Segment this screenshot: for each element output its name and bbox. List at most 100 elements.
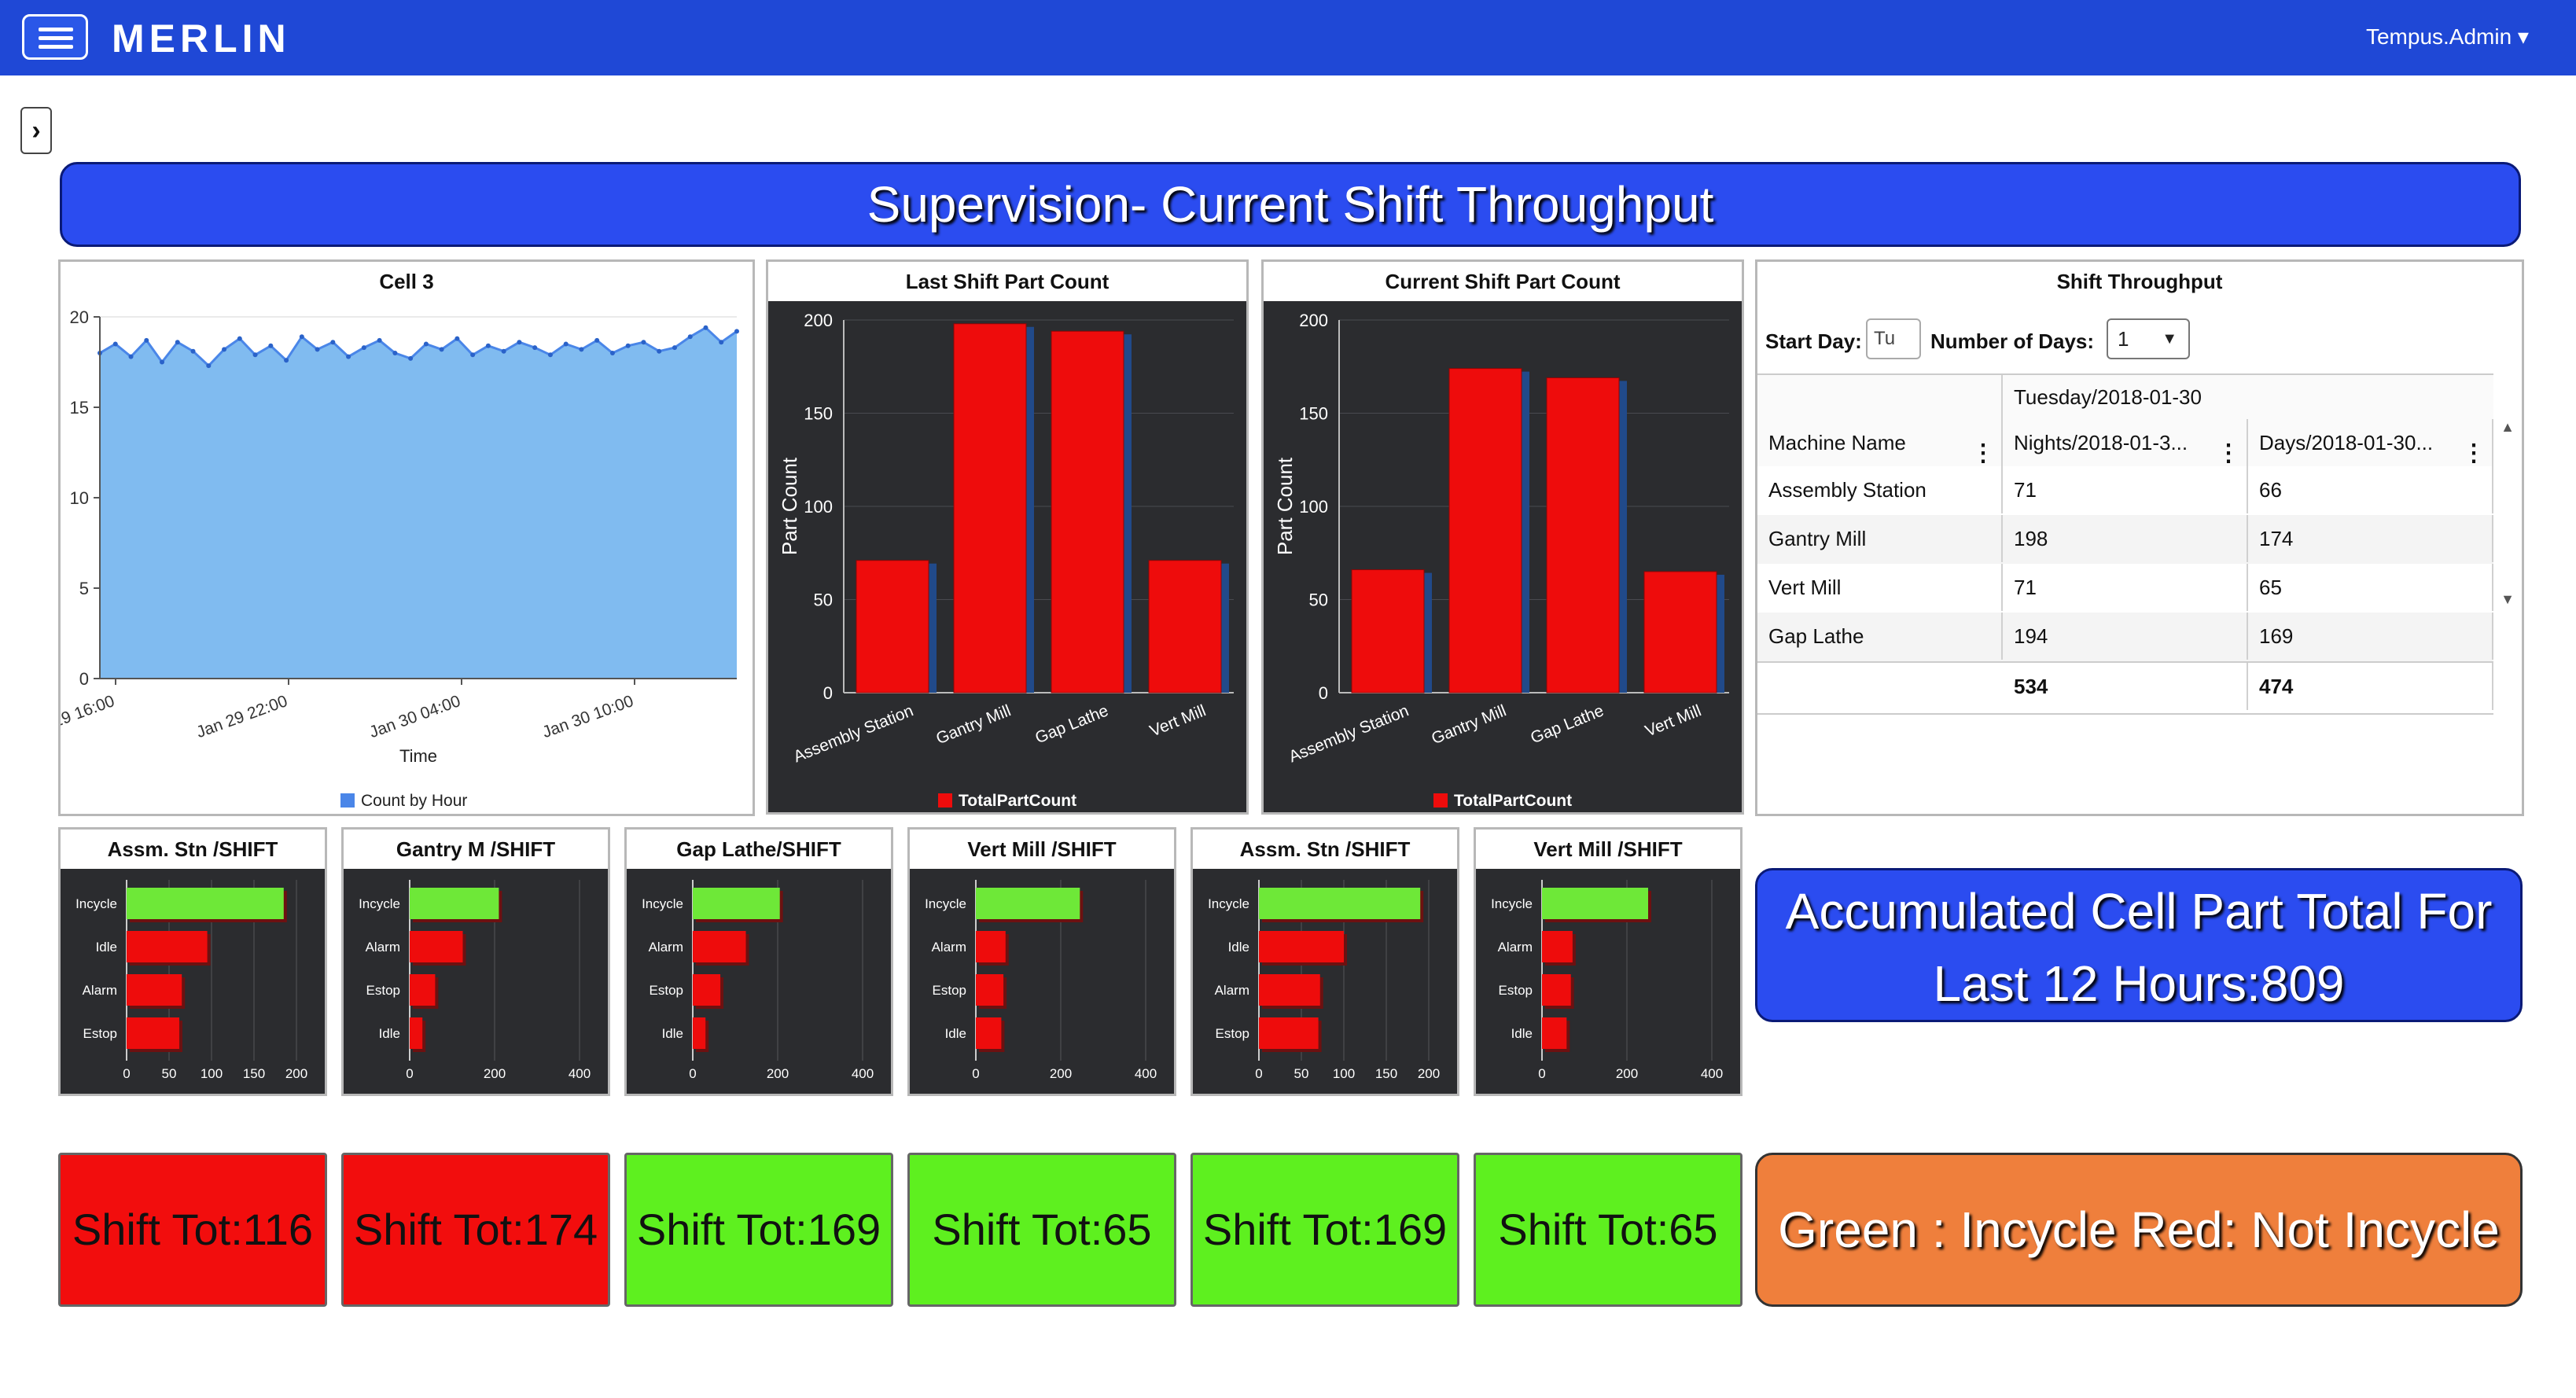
tick-label: 50 [1294, 1066, 1309, 1081]
cell3-line-chart: 0 5 10 15 20 29 16:00 Jan 29 22:00 Jan 30 04:00… [61, 307, 739, 810]
data-point [579, 347, 584, 352]
legend-swatch [340, 793, 355, 808]
tick-label: 50 [162, 1066, 177, 1081]
y-axis-label: Part Count [778, 457, 801, 555]
status-label: Alarm [649, 940, 683, 955]
y-tick-label: 0 [1319, 683, 1328, 703]
status-bar [1542, 1017, 1567, 1049]
x-tick-label: Jan 29 22:00 [194, 692, 290, 741]
category-label: Assembly Station [791, 701, 916, 766]
data-point [439, 347, 444, 352]
table-cell: Gantry Mill [1757, 515, 2003, 562]
table-cell: 169 [2248, 613, 2493, 660]
column-menu-icon[interactable]: ⋮ [2462, 440, 2486, 466]
data-point [672, 345, 677, 351]
shift-total-box: Shift Tot:169 [1190, 1153, 1459, 1307]
bar [953, 323, 1027, 693]
data-point [268, 343, 274, 348]
category-label: Vert Mill [1643, 701, 1704, 740]
status-bar [1542, 931, 1573, 962]
col-header-machine[interactable]: Machine Name ⋮ [1757, 419, 2003, 466]
column-menu-icon[interactable]: ⋮ [2217, 440, 2240, 466]
scroll-down-icon[interactable]: ▼ [2501, 591, 2515, 607]
status-label: Estop [933, 983, 966, 998]
x-axis-label: Time [399, 746, 437, 766]
status-bar [1542, 974, 1571, 1006]
data-point [423, 341, 429, 347]
bar [1448, 368, 1522, 693]
tick-label: 400 [569, 1066, 591, 1081]
start-day-input[interactable] [1866, 318, 1921, 359]
user-name[interactable]: Tempus.Admin [2365, 24, 2512, 49]
bar-side [1124, 334, 1132, 693]
y-axis-label: Part Count [1273, 457, 1297, 555]
status-label: Idle [379, 1026, 400, 1041]
tick-label: 200 [484, 1066, 506, 1081]
chevron-right-icon: › [31, 116, 41, 145]
hamburger-menu-button[interactable] [22, 14, 88, 60]
merlin-logo[interactable]: MERLIN [112, 17, 291, 61]
status-label: Alarm [366, 940, 400, 955]
table-row[interactable]: Gantry Mill 198 174 [1757, 515, 2493, 564]
status-chart-title: Vert Mill /SHIFT [910, 830, 1174, 869]
table-cell: Assembly Station [1757, 466, 2003, 513]
status-label: Estop [650, 983, 683, 998]
last-shift-bar-chart: 0 50 100 150 200 Part Count Assembly Station Ga… [778, 311, 1234, 810]
user-menu[interactable]: Tempus.Admin ▾ [2365, 24, 2529, 49]
bar-side [1717, 574, 1724, 693]
number-of-days-label: Number of Days: [1930, 329, 2095, 353]
status-label: Alarm [932, 940, 966, 955]
col-header-nights-label: Nights/2018-01-3... [2014, 431, 2188, 454]
status-chart-panel: Vert Mill /SHIFT 0 200 400 Incycle Alarm Estop… [1474, 827, 1742, 1096]
data-point [206, 363, 212, 369]
col-header-days[interactable]: Days/2018-01-30... ⋮ [2248, 419, 2493, 466]
status-label: Incycle [359, 896, 400, 911]
status-bar-chart: 0 50 100 150 200 Incycle Idle Alarm Estop [75, 880, 307, 1081]
y-tick-label: 0 [79, 669, 89, 689]
status-chart-panel: Vert Mill /SHIFT 0 200 400 Incycle Alarm Estop… [907, 827, 1176, 1096]
sidebar-expand-button[interactable]: › [20, 107, 52, 154]
number-of-days-select[interactable]: 1 ▼ [2107, 318, 2190, 359]
table-row[interactable]: Gap Lathe 194 169 [1757, 613, 2493, 661]
bar-side [929, 563, 937, 693]
tick-label: 150 [1375, 1066, 1397, 1081]
legend-label: TotalPartCount [959, 792, 1076, 810]
group-header-cell: Tuesday/2018-01-30 [2014, 385, 2202, 409]
status-label: Idle [662, 1026, 683, 1041]
bar [856, 560, 929, 693]
totals-cell: 534 [2003, 663, 2248, 710]
y-tick-label: 50 [814, 590, 833, 610]
table-row[interactable]: Vert Mill 71 65 [1757, 564, 2493, 613]
data-point [703, 325, 708, 330]
status-bar [127, 931, 208, 962]
legend-swatch [1433, 793, 1448, 808]
tick-label: 0 [1255, 1066, 1262, 1081]
bar-side [1522, 371, 1529, 693]
x-tick-label: Jan 30 04:00 [367, 692, 463, 741]
table-scrollbar[interactable]: ▲ ▼ [2495, 419, 2520, 608]
data-point [392, 351, 398, 355]
status-chart-title: Assm. Stn /SHIFT [61, 830, 325, 869]
cell3-chart-panel: Cell 3 0 5 10 15 20 29 16:00 Jan 29 22:00 Jan 3… [58, 259, 755, 816]
data-point [501, 348, 506, 354]
table-row[interactable]: Assembly Station 71 66 [1757, 466, 2493, 515]
data-point [284, 358, 289, 363]
status-label: Alarm [83, 983, 117, 998]
status-bar [127, 888, 284, 919]
column-header-row: Machine Name ⋮ Nights/2018-01-3... ⋮ Days/… [1757, 419, 2493, 468]
status-bar [127, 1017, 179, 1049]
scroll-up-icon[interactable]: ▲ [2501, 419, 2515, 435]
column-menu-icon[interactable]: ⋮ [1971, 440, 1995, 466]
table-cell: 66 [2248, 466, 2493, 513]
last-shift-chart-title: Last Shift Part Count [905, 270, 1110, 293]
y-tick-label: 100 [1299, 497, 1328, 517]
group-header-row: Tuesday/2018-01-30 [1757, 375, 2493, 420]
status-bar [976, 931, 1006, 962]
data-point [563, 341, 569, 347]
col-header-nights[interactable]: Nights/2018-01-3... ⋮ [2003, 419, 2248, 466]
shift-throughput-panel: Shift Throughput Start Day: Number of Da… [1755, 259, 2524, 816]
status-bar-chart: 0 200 400 Incycle Alarm Estop Idle [359, 880, 591, 1081]
status-label: Estop [366, 983, 400, 998]
y-tick-label: 100 [804, 497, 833, 517]
last-shift-chart-panel: Last Shift Part Count 0 50 100 150 200 Part C… [766, 259, 1249, 815]
